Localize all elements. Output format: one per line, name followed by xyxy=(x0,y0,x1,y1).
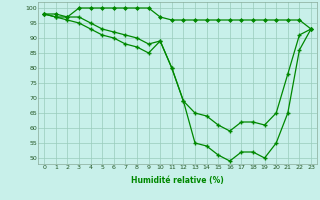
X-axis label: Humidité relative (%): Humidité relative (%) xyxy=(131,176,224,185)
